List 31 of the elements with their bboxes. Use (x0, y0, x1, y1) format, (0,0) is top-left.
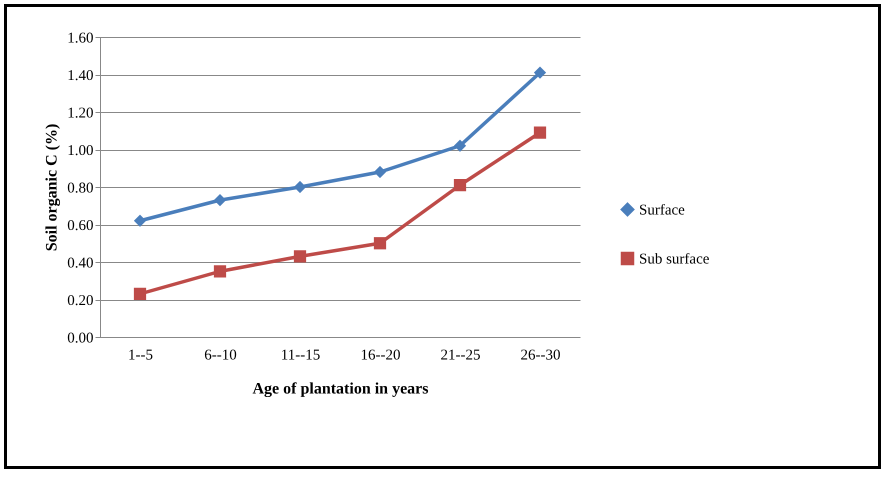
y-tick-label: 0.20 (67, 293, 94, 309)
point (134, 214, 146, 227)
point (294, 250, 306, 262)
y-tick-label: 1.00 (67, 143, 94, 159)
x-tick-label: 16--20 (360, 348, 400, 364)
y-tick-label: 0.80 (67, 180, 94, 196)
y-tick-label: 0.40 (67, 256, 94, 272)
y-tick-label: 0.00 (67, 330, 94, 346)
x-tick-label: 21--25 (440, 348, 480, 364)
point (214, 194, 226, 206)
point (534, 126, 546, 139)
x-tick-label: 1--5 (128, 348, 153, 364)
point (374, 166, 386, 178)
y-tick-label: 1.60 (67, 30, 94, 46)
x-tick-label: 26--30 (520, 348, 560, 364)
point (534, 66, 546, 79)
y-tick-label: 1.40 (67, 68, 94, 84)
y-tick-label: 1.20 (67, 106, 94, 122)
x-tick-label: 11--15 (280, 348, 320, 364)
legend-label: Sub surface (639, 252, 710, 268)
x-tick-label: 6--10 (204, 348, 237, 364)
y-tick-label: 0.60 (67, 218, 94, 234)
y-axis-title: Soil organic C (%) (43, 124, 60, 252)
point (454, 179, 466, 192)
x-axis-title: Age of plantation in years (252, 380, 428, 398)
point (374, 237, 386, 250)
point (454, 140, 466, 152)
point (214, 265, 226, 278)
legend-label: Surface (639, 202, 686, 218)
point (294, 180, 306, 194)
point (134, 288, 146, 300)
